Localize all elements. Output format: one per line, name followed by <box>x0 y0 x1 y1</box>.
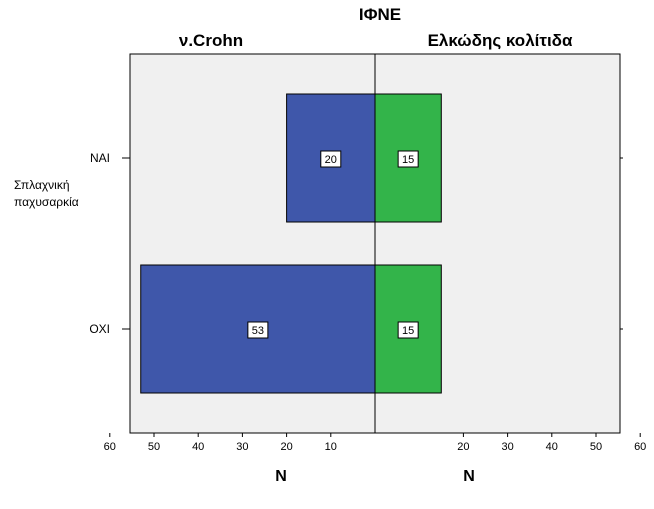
x-axis-ticks: 60 50 40 30 20 10 20 30 40 50 60 <box>104 433 646 453</box>
x-tick-label: 20 <box>457 441 469 453</box>
chart-title: ΙΦΝΕ <box>359 5 401 24</box>
left-panel-title: ν.Crohn <box>179 31 243 50</box>
y-axis-label-line-1: Σπλαχνική <box>14 178 70 192</box>
right-x-axis-label: N <box>463 468 475 485</box>
data-label: 20 <box>325 154 337 166</box>
data-label-box <box>320 150 342 168</box>
x-tick-label: 30 <box>501 441 513 453</box>
data-label-box <box>397 150 419 168</box>
y-axis-label: Σπλαχνική παχυσαρκία <box>14 178 79 209</box>
x-tick-label: 50 <box>590 441 602 453</box>
x-tick-label: 50 <box>148 441 160 453</box>
x-tick-label: 10 <box>325 441 337 453</box>
x-tick-label: 40 <box>192 441 204 453</box>
data-label-box <box>397 321 419 339</box>
x-tick-label: 20 <box>280 441 292 453</box>
left-x-axis-label: N <box>275 468 287 485</box>
data-label: 53 <box>252 325 264 337</box>
x-tick-label: 60 <box>634 441 646 453</box>
data-labels: 20 53 15 15 <box>247 150 419 339</box>
y-axis-label-line-2: παχυσαρκία <box>14 195 79 209</box>
x-tick-label: 40 <box>546 441 558 453</box>
right-panel-title: Ελκώδης κολίτιδα <box>428 31 573 50</box>
data-label: 15 <box>402 325 414 337</box>
x-tick-label: 60 <box>104 441 116 453</box>
data-label: 15 <box>402 154 414 166</box>
category-axis: ΝΑΙ ΟΧΙ <box>89 151 623 336</box>
x-tick-label: 30 <box>236 441 248 453</box>
category-label: ΝΑΙ <box>90 151 110 165</box>
category-label: ΟΧΙ <box>89 322 110 336</box>
data-label-box <box>247 321 269 339</box>
